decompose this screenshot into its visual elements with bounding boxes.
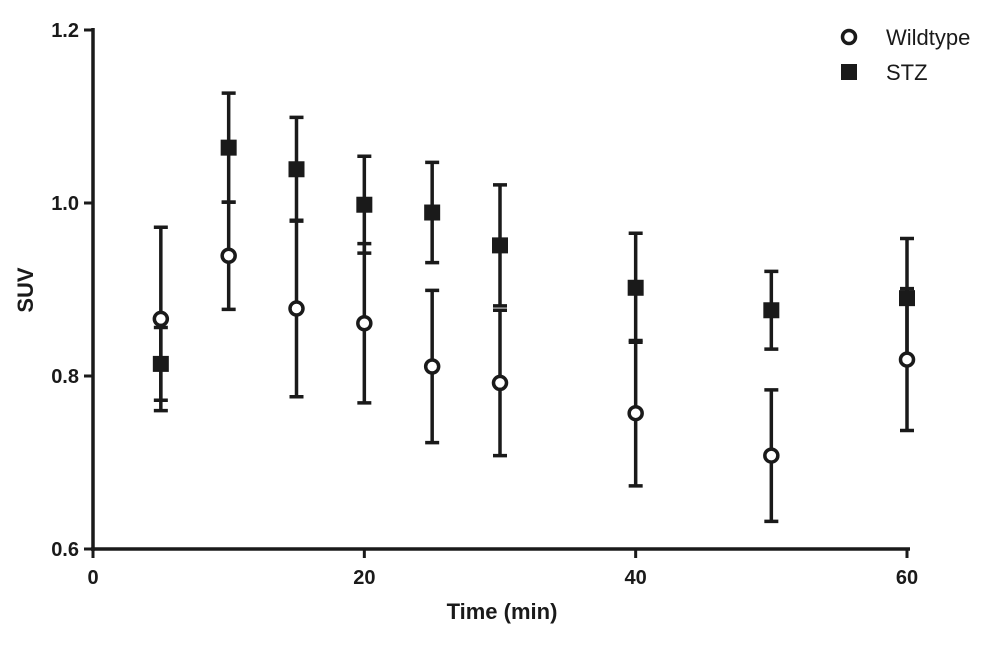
x-tick-label: 20 [353, 567, 375, 589]
stz-point [152, 355, 169, 372]
x-tick-label: 0 [87, 567, 98, 589]
wildtype-point [898, 351, 916, 368]
axes [91, 28, 910, 551]
stz-point [899, 290, 915, 307]
error-bars [153, 91, 914, 524]
wildtype-point [152, 310, 170, 328]
x-tick-label: 40 [625, 567, 647, 589]
data-markers [152, 139, 916, 464]
x-tick-label: 60 [896, 567, 918, 589]
wildtype-point [423, 358, 441, 375]
legend-stz-label: STZ [886, 60, 928, 85]
wildtype-point [763, 447, 780, 464]
y-axis-title: SUV [13, 267, 38, 313]
wildtype-point [491, 374, 509, 392]
wildtype-point [288, 300, 305, 317]
y-tick-label: 1.0 [51, 193, 79, 215]
legend-wildtype-label: Wildtype [886, 25, 970, 50]
y-tick-label: 1.2 [51, 20, 79, 42]
y-tick-label: 0.6 [51, 539, 79, 561]
x-axis-title: Time (min) [447, 599, 558, 624]
wildtype-point [627, 404, 644, 422]
stz-point [627, 279, 644, 296]
legend-stz-marker [841, 64, 857, 80]
stz-point [763, 302, 780, 319]
wildtype-point [220, 247, 237, 265]
ticks: 0 20 40 60 0.6 0.8 1.0 1.2 [51, 20, 918, 589]
y-tick-label: 0.8 [51, 366, 79, 388]
stz-point [356, 196, 373, 213]
stz-point [288, 161, 305, 178]
legend-wildtype-marker [840, 28, 858, 46]
wildtype-point [356, 314, 373, 332]
legend: Wildtype STZ [840, 25, 970, 85]
stz-point [492, 237, 508, 254]
stz-point [424, 204, 441, 221]
stz-point [220, 139, 237, 156]
